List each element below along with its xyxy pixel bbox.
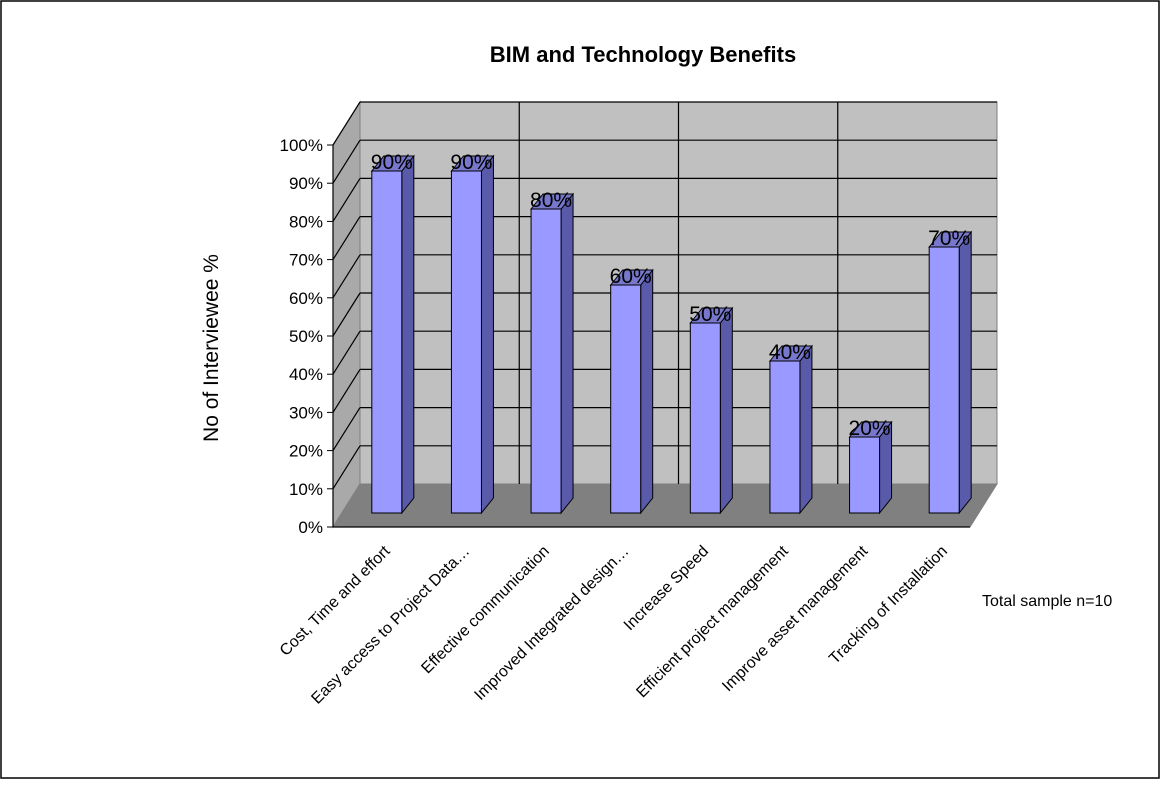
data-label: 50% <box>689 303 731 326</box>
data-label: 80% <box>530 189 572 212</box>
gridline-side <box>332 407 361 451</box>
data-label: 40% <box>769 341 811 364</box>
bar <box>530 208 562 514</box>
gridline-side <box>332 330 361 375</box>
gridline-side <box>332 369 361 413</box>
bar-side <box>799 344 813 515</box>
bar <box>450 170 482 514</box>
y-tick-label: 90% <box>289 174 323 193</box>
y-tick-label: 0% <box>298 518 323 537</box>
y-tick-label: 10% <box>289 480 323 499</box>
bar-side <box>719 306 733 515</box>
gridline-side <box>332 292 361 337</box>
bar-side <box>560 192 574 515</box>
data-label: 90% <box>450 151 492 174</box>
bar <box>849 436 881 514</box>
y-tick-label: 30% <box>289 403 323 422</box>
data-label: 20% <box>849 417 891 440</box>
sample-annotation: Total sample n=10 <box>982 593 1112 610</box>
bar <box>769 360 801 514</box>
y-tick-label: 100% <box>280 136 323 155</box>
gridline-side <box>332 254 361 299</box>
y-tick-label: 40% <box>289 365 323 384</box>
gridline-side <box>332 101 361 146</box>
bar-side <box>480 154 494 515</box>
floor <box>332 483 998 528</box>
y-tick-label: 20% <box>289 442 323 461</box>
bar <box>689 322 721 514</box>
data-label: 60% <box>610 265 652 288</box>
y-tick-label: 80% <box>289 212 323 231</box>
data-label: 70% <box>928 227 970 250</box>
data-label: 90% <box>371 151 413 174</box>
bar-side <box>958 230 972 515</box>
y-tick-label: 60% <box>289 289 323 308</box>
gridline-side <box>332 216 361 260</box>
bar-side <box>401 154 415 515</box>
y-axis-label: No of Interviewee % <box>200 254 223 442</box>
chart-title: BIM and Technology Benefits <box>490 42 796 67</box>
bar-side <box>640 268 654 515</box>
y-tick-label: 50% <box>289 327 323 346</box>
bar <box>610 284 642 514</box>
gridline-side <box>332 178 361 222</box>
gridline-side <box>332 139 361 184</box>
bar <box>928 246 960 514</box>
y-tick-label: 70% <box>289 251 323 270</box>
bar <box>371 170 403 514</box>
gridline-side <box>332 445 361 490</box>
